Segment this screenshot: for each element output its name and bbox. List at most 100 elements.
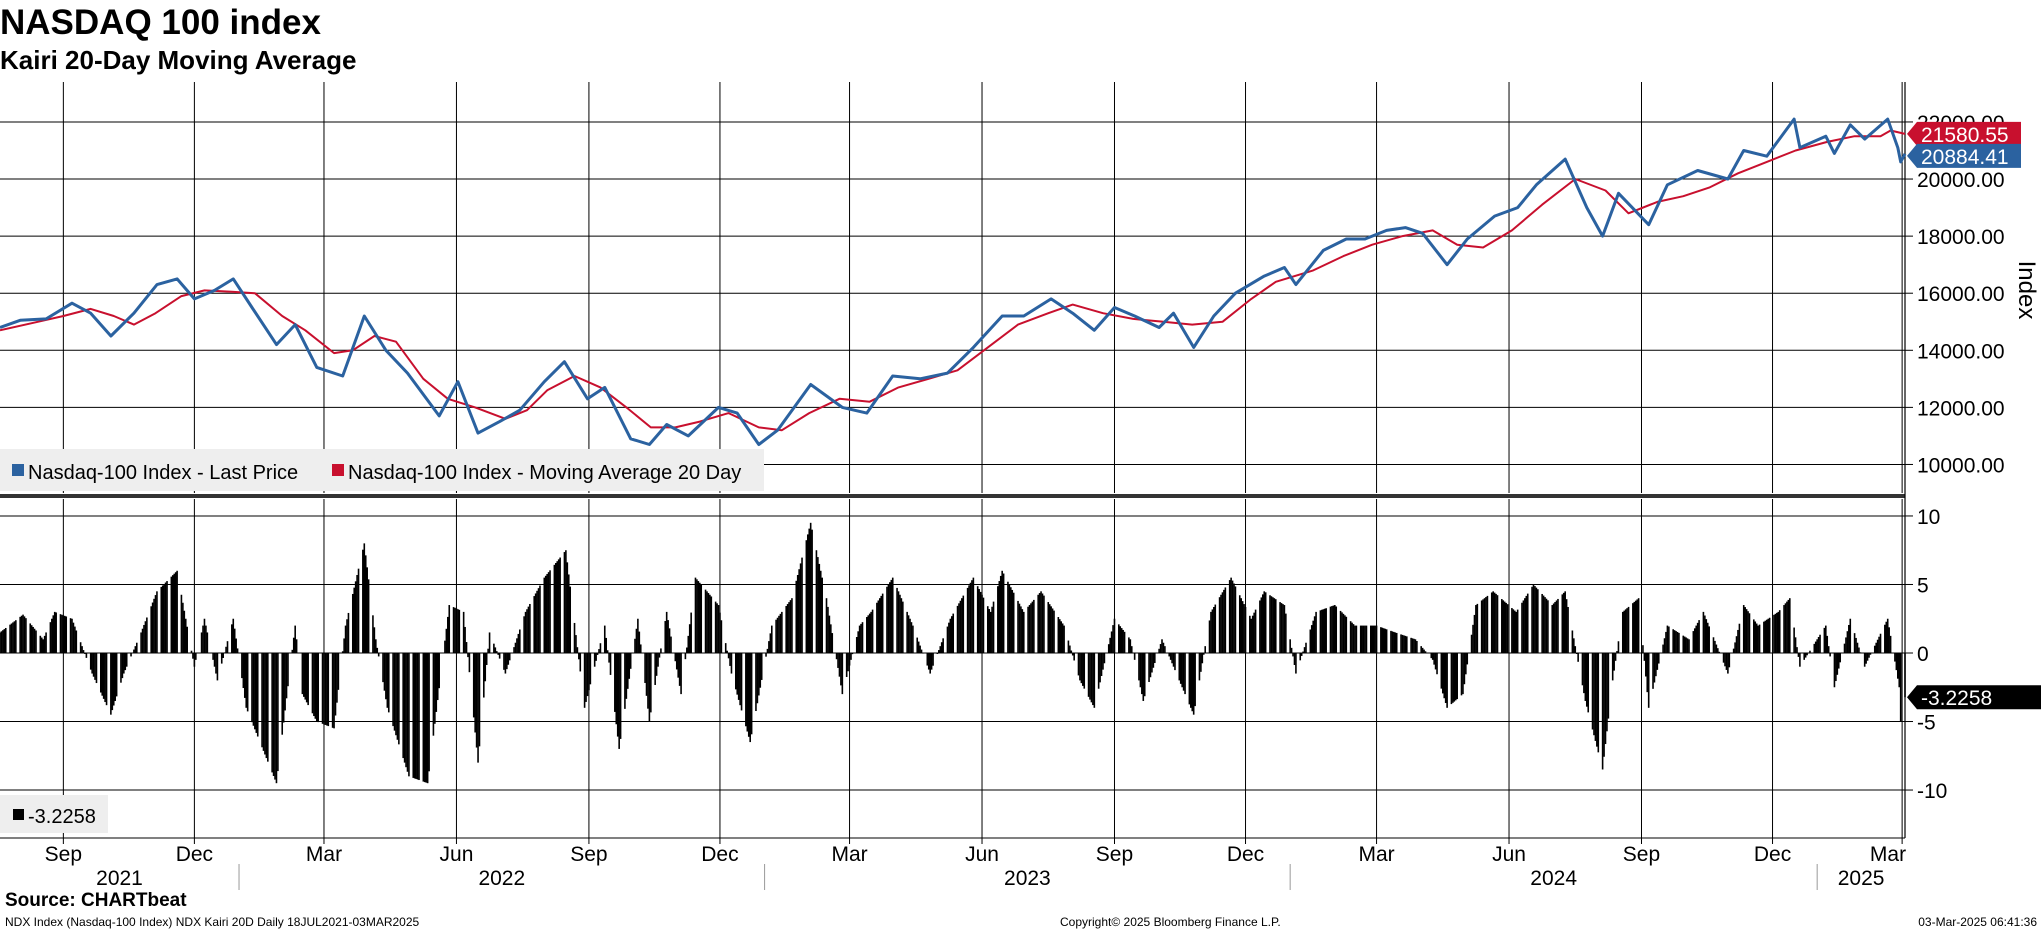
kairi-bar [1583,653,1585,694]
kairi-bar [396,653,399,740]
kairi-bar [1632,603,1634,653]
x-tick-label: Dec [1227,843,1264,866]
kairi-bar [1634,600,1637,653]
kairi-bar [1305,642,1307,653]
kairi-bar [1757,625,1759,653]
kairi-bar [49,622,52,653]
kairi-bar [171,575,174,653]
kairi-bar [1636,599,1638,653]
kairi-bar [467,653,469,658]
kairi-bar [72,622,75,653]
kairi-bar [285,653,288,699]
kairi-bar [1254,609,1257,653]
kairi-bar [818,563,821,653]
kairi-bar [1037,594,1039,653]
kairi-bar [110,653,112,715]
kairi-bar [104,653,106,703]
top-ytick-label: 18000.00 [1917,226,2005,249]
kairi-bar [519,629,521,653]
kairi-bar [1382,628,1385,653]
kairi-bar [1817,637,1820,653]
kairi-bar [1574,646,1577,653]
kairi-bar [1050,606,1052,653]
kairi-bar [809,522,812,653]
kairi-bar [225,646,227,653]
kairi-bar [1763,621,1765,653]
kairi-bar [1191,653,1194,712]
top-ytick-label: 14000.00 [1917,340,2005,363]
kairi-bar [1597,653,1600,753]
kairi-bar [675,653,678,670]
kairi-bar [1611,653,1614,681]
kairi-bar [1223,589,1225,653]
kairi-bar [464,626,466,653]
kairi-bar [1623,610,1626,653]
kairi-bar [746,653,749,732]
kairi-bar [1858,647,1860,653]
kairi-bar [547,572,550,653]
kairi-bar [124,653,127,671]
kairi-bar [1401,634,1404,653]
kairi-bar [497,653,500,655]
kairi-bar [1069,645,1071,653]
kairi-bar [1372,625,1375,653]
kairi-bar [546,573,548,653]
kairi-bar [1767,618,1770,653]
x-tick-label: Mar [1870,843,1906,866]
kairi-bar [1866,653,1869,661]
kairi-bar [1007,581,1009,653]
kairi-bar [606,650,609,653]
x-tick-label: Sep [570,843,607,866]
kairi-bar [589,653,592,685]
kairi-bar [608,653,610,663]
kairi-bar [596,653,599,655]
kairi-bar [1369,625,1372,653]
kairi-bar [1715,644,1718,653]
kairi-bar [536,590,538,653]
kairi-bar [488,632,491,653]
kairi-bar [1466,653,1469,665]
kairi-bar [1138,653,1140,681]
kairi-bar [1231,580,1234,653]
kairi-bar [1645,653,1647,677]
kairi-bar [213,653,216,667]
kairi-bar [341,651,344,653]
kairi-bar [251,653,253,723]
kairi-bar [698,582,701,653]
kairi-bar [301,653,304,695]
kairi-bar [1028,605,1031,653]
kairi-bar [910,622,913,653]
kairi-bar [789,600,792,653]
kairi-bar [887,584,890,653]
kairi-bar [395,653,397,736]
kairi-bar [1079,653,1081,681]
kairi-bar [835,653,838,660]
kairi-bar [645,653,648,696]
kairi-bar [1041,593,1044,653]
last-value-tags: 21580.55 20884.41 -3.2258 [1907,121,2041,710]
kairi-bar [1450,653,1453,705]
kairi-bar [1058,619,1061,653]
kairi-bar [347,612,350,653]
kairi-bar [1535,587,1538,653]
kairi-bar [1089,653,1091,700]
kairi-bar [549,570,551,653]
kairi-bar [1878,636,1880,653]
kairi-bar [1329,606,1332,653]
year-label: 2023 [1004,867,1051,890]
kairi-bar [1688,639,1690,653]
bottom-ytick-label: -10 [1917,780,1947,803]
top-ytick-label: 12000.00 [1917,397,2005,420]
x-tick-label: Mar [1358,843,1394,866]
kairi-bar [1626,608,1628,653]
kairi-bar [806,534,809,653]
kairi-bar [275,653,278,784]
kairi-bar [130,653,132,657]
kairi-bar [936,653,939,654]
kairi-bar [770,625,773,653]
kairi-bar [305,653,308,703]
kairi-bar [1845,637,1847,653]
kairi-bar [1241,601,1244,653]
kairi-bar [588,653,590,691]
kairi-bar [837,653,839,668]
